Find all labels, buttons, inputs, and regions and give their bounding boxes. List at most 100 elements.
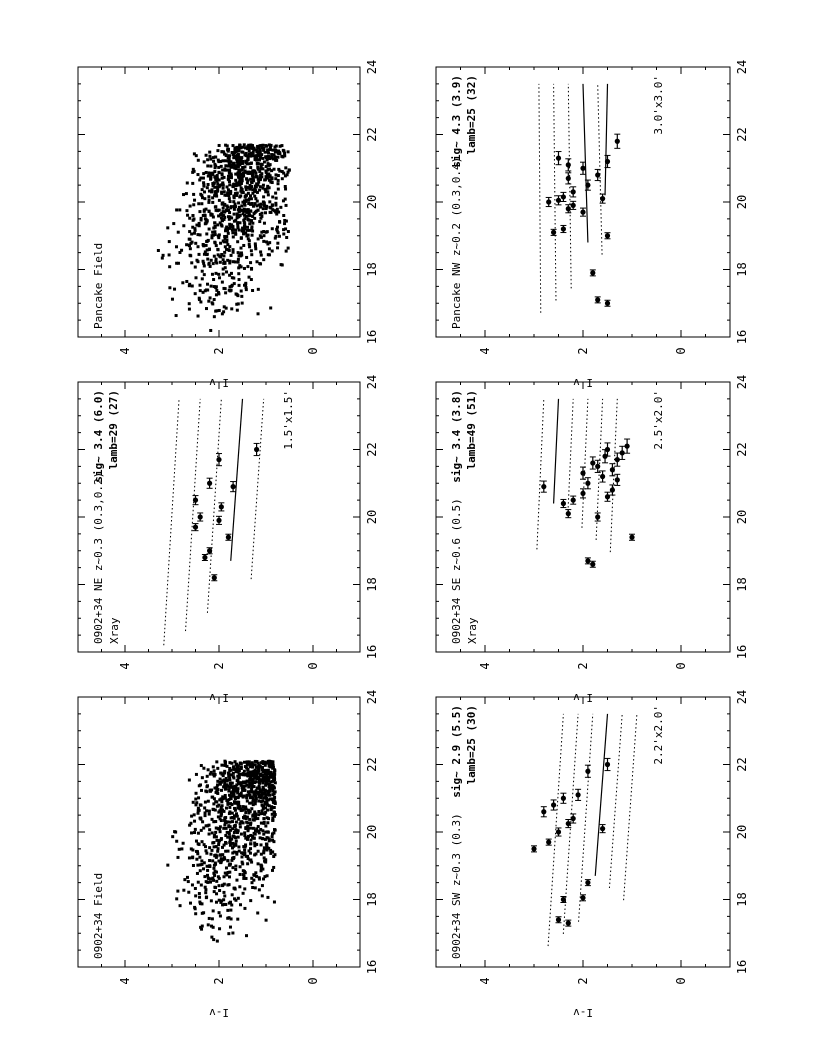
field-star-point (202, 826, 206, 830)
field-star-point (257, 775, 261, 779)
field-star-point (194, 912, 198, 916)
field-star-point (213, 166, 217, 170)
field-star-point (196, 245, 200, 249)
field-star-point (168, 265, 172, 269)
field-star-point (174, 245, 178, 249)
field-star-point (238, 221, 242, 225)
field-star-point (277, 149, 281, 153)
field-star-point (251, 798, 255, 802)
field-star-point (216, 248, 220, 252)
field-star-point (254, 852, 258, 856)
field-star-point (250, 233, 254, 237)
field-star-point (197, 892, 201, 896)
field-star-point (243, 195, 247, 199)
x-tick-label: 22 (735, 442, 749, 456)
stats-sigma: sig~ 3.4 (3.8) (450, 390, 463, 483)
y-tick-label: 2 (212, 347, 226, 354)
field-star-point (243, 807, 247, 811)
galaxy-data-point (560, 226, 567, 232)
field-star-point (195, 857, 199, 861)
field-star-point (242, 220, 246, 224)
galaxy-data-point (546, 199, 552, 205)
x-tick-label: 24 (365, 690, 379, 704)
field-star-point (237, 849, 241, 853)
field-star-point (199, 764, 203, 768)
field-star-point (212, 863, 216, 867)
field-star-point (172, 222, 176, 226)
field-star-point (202, 843, 206, 847)
field-star-point (270, 868, 274, 872)
field-star-point (245, 162, 249, 166)
field-star-point (193, 265, 197, 269)
field-star-point (231, 857, 235, 861)
field-star-point (259, 843, 263, 847)
field-star-point (237, 845, 241, 849)
field-star-point (223, 780, 227, 784)
field-star-point (161, 253, 165, 257)
field-star-point (203, 875, 207, 879)
field-star-point (242, 143, 246, 147)
field-star-point (269, 306, 273, 310)
field-star-point (175, 261, 179, 265)
field-star-point (208, 828, 212, 832)
field-star-point (203, 800, 207, 804)
field-star-point (231, 792, 235, 796)
field-star-point (243, 199, 247, 203)
field-star-point (260, 163, 264, 167)
field-star-point (271, 208, 275, 212)
x-tick-label: 20 (735, 825, 749, 839)
field-star-point (267, 804, 271, 808)
field-star-point (242, 769, 246, 773)
field-star-point (266, 895, 270, 899)
field-star-point (243, 848, 247, 852)
field-star-point (204, 880, 208, 884)
field-area-label: 1.5'x1.5' (282, 390, 295, 450)
field-star-point (196, 173, 200, 177)
field-star-point (249, 847, 253, 851)
field-star-point (276, 178, 280, 182)
field-star-point (219, 241, 223, 245)
panel-annotation-2: Xray (108, 617, 121, 644)
field-star-point (249, 821, 253, 825)
field-star-point (227, 171, 231, 175)
field-star-point (253, 817, 257, 821)
panel-annotation: 0902+34 SE z~0.6 (0.5) (450, 498, 463, 644)
field-star-point (251, 765, 255, 769)
field-star-point (255, 769, 259, 773)
field-star-point (245, 799, 249, 803)
y-tick-label: 2 (576, 662, 590, 669)
galaxy-data-point (560, 896, 567, 903)
field-star-point (187, 302, 191, 306)
field-star-point (225, 247, 229, 251)
field-star-point (255, 874, 259, 878)
field-star-point (220, 224, 224, 228)
field-star-point (270, 783, 274, 787)
field-star-point (216, 253, 220, 257)
field-star-point (178, 251, 182, 255)
field-star-point (218, 809, 222, 813)
field-star-point (215, 760, 219, 764)
field-star-point (209, 177, 213, 181)
field-star-point (236, 764, 240, 768)
field-star-point (218, 914, 222, 918)
field-star-point (215, 892, 219, 896)
field-star-point (263, 837, 267, 841)
field-star-point (197, 842, 201, 846)
field-star-point (263, 187, 267, 191)
field-star-point (240, 294, 244, 298)
field-star-point (240, 229, 244, 233)
field-star-point (207, 200, 211, 204)
field-star-point (191, 167, 195, 171)
field-star-point (192, 217, 196, 221)
field-star-point (227, 174, 231, 178)
field-star-point (222, 150, 226, 154)
field-star-point (261, 788, 265, 792)
field-star-point (207, 198, 211, 202)
field-star-point (261, 183, 265, 187)
field-star-point (211, 841, 215, 845)
field-star-point (251, 826, 255, 830)
field-star-point (242, 174, 246, 178)
field-star-point (214, 835, 218, 839)
